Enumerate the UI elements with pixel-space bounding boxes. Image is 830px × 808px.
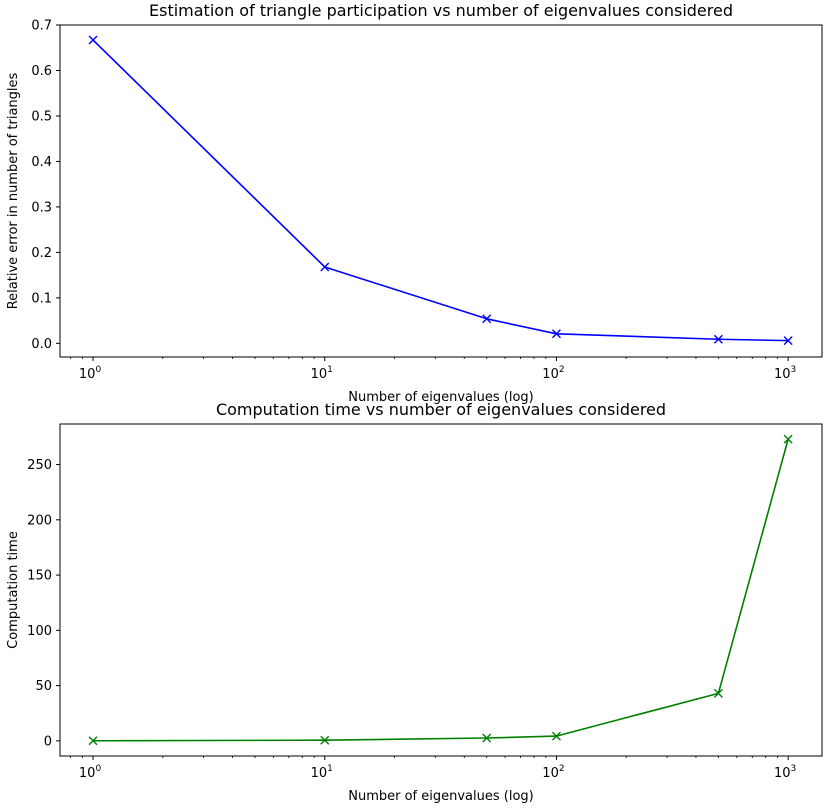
y-tick-label: 50 [35,679,52,694]
y-tick-label: 250 [27,458,52,473]
bottom-y-axis-label: Computation time [6,531,21,649]
top-x-ticks: 100 101 102 103 [70,357,796,382]
top-axes-frame [59,24,823,358]
data-point-marker [320,735,330,745]
data-point-marker [551,329,561,339]
data-point-marker [88,35,98,45]
series-line [93,438,789,742]
data-point-marker [551,731,561,741]
y-tick-label: 0.4 [31,155,52,170]
data-point-marker [320,262,330,272]
bottom-x-axis-label: Number of eigenvalues (log) [348,789,534,804]
top-plot-area [88,35,793,346]
y-tick-label: 0.0 [31,337,52,352]
bottom-axes-frame [59,423,823,757]
bottom-y-ticks: 0 50 100 150 200 250 [27,458,60,749]
x-tick-label: 103 [774,764,796,781]
y-tick-label: 100 [27,624,52,639]
top-chart-title: Estimation of triangle participation vs … [149,1,733,20]
bottom-subplot: Computation time vs number of eigenvalue… [6,400,823,804]
y-tick-label: 0 [44,734,52,749]
x-tick-label: 101 [311,764,333,781]
top-y-axis-label: Relative error in number of triangles [6,72,21,309]
x-tick-label: 100 [79,764,102,781]
y-tick-label: 0.5 [31,109,52,124]
bottom-chart-title: Computation time vs number of eigenvalue… [216,400,666,419]
bottom-plot-area [88,434,793,746]
x-tick-label: 100 [79,365,102,382]
data-point-marker [713,334,723,344]
data-point-marker [713,688,723,698]
y-tick-label: 150 [27,569,52,584]
x-tick-label: 103 [774,365,796,382]
y-tick-label: 0.6 [31,64,52,79]
data-point-marker [482,314,492,324]
top-x-axis-label: Number of eigenvalues (log) [348,390,534,405]
y-tick-label: 200 [27,513,52,528]
series-line [92,39,789,342]
top-subplot: Estimation of triangle participation vs … [6,1,823,405]
top-y-ticks: 0.0 0.1 0.2 0.3 0.4 0.5 0.6 0.7 [31,19,60,352]
y-tick-label: 0.2 [31,246,52,261]
bottom-x-ticks: 100 101 102 103 [70,756,796,781]
data-point-marker [482,733,492,743]
x-tick-label: 102 [542,764,564,781]
x-tick-label: 101 [311,365,333,382]
y-tick-label: 0.3 [31,200,52,215]
y-tick-label: 0.1 [31,291,52,306]
x-tick-label: 102 [542,365,564,382]
data-point-marker [783,336,793,346]
data-point-marker [88,736,98,746]
data-point-marker [783,434,793,444]
y-tick-label: 0.7 [31,19,52,34]
